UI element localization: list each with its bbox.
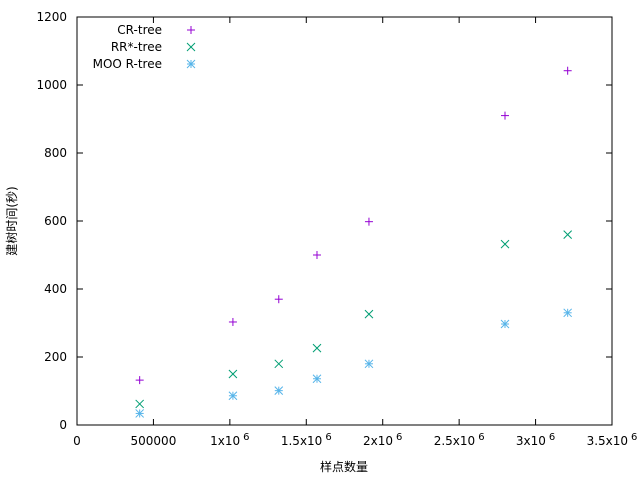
data-point: [563, 308, 573, 318]
data-point: [135, 409, 145, 418]
legend-marker: [186, 42, 196, 52]
legend-label: CR-tree: [117, 23, 162, 37]
y-tick-label: 600: [44, 214, 67, 228]
data-point: [563, 66, 572, 75]
legend-label: RR*-tree: [111, 40, 162, 54]
y-tick-label: 1000: [36, 78, 67, 92]
plot-frame: [76, 16, 613, 426]
x-tick-label: 0: [73, 434, 81, 448]
data-points: [135, 66, 573, 418]
y-tick-label: 0: [59, 418, 67, 432]
y-tick-label: 400: [44, 282, 67, 296]
data-point: [312, 343, 322, 353]
x-tick-label: 2.5x10 6: [434, 432, 485, 448]
y-tick-label: 1200: [36, 10, 67, 24]
data-point: [364, 309, 374, 319]
data-point: [228, 369, 238, 379]
data-point: [312, 374, 322, 384]
x-tick-label: 500000: [131, 434, 177, 448]
data-point: [274, 386, 284, 396]
x-tick-label: 1.5x10 6: [281, 432, 332, 448]
x-axis-title: 样点数量: [320, 459, 368, 474]
data-point: [274, 295, 283, 304]
data-point: [501, 111, 509, 120]
y-axis-title: 建树时间(秒): [4, 186, 19, 255]
legend-marker: [187, 26, 195, 34]
y-tick-label: 800: [44, 146, 67, 160]
x-tick-label: 2x10 6: [363, 432, 402, 448]
legend-label: MOO R-tree: [93, 57, 162, 71]
data-point: [364, 359, 374, 369]
x-tick-label: 1x10 6: [210, 432, 249, 448]
legend: CR-tree RR*-tree MOO R-tree: [93, 23, 196, 71]
data-point: [500, 239, 510, 249]
data-point: [135, 376, 144, 385]
y-tick-label: 200: [44, 350, 67, 364]
data-point: [364, 217, 373, 226]
legend-marker: [186, 59, 196, 69]
data-point: [228, 317, 237, 326]
data-point: [228, 391, 238, 401]
y-axis: 0 200 400 600 800 1000 1200: [36, 10, 612, 432]
x-tick-label: 3.5x10 6: [587, 432, 638, 448]
data-point: [135, 399, 145, 409]
data-point: [563, 230, 573, 239]
x-axis: 0 500000 1x10 6 1.5x10 6 2x10 6 2.5x10 6 3x10 6 3.5x…: [73, 17, 637, 448]
data-point: [500, 319, 510, 329]
data-point: [312, 251, 321, 259]
data-point: [274, 359, 284, 369]
x-tick-label: 3x10 6: [516, 432, 555, 448]
